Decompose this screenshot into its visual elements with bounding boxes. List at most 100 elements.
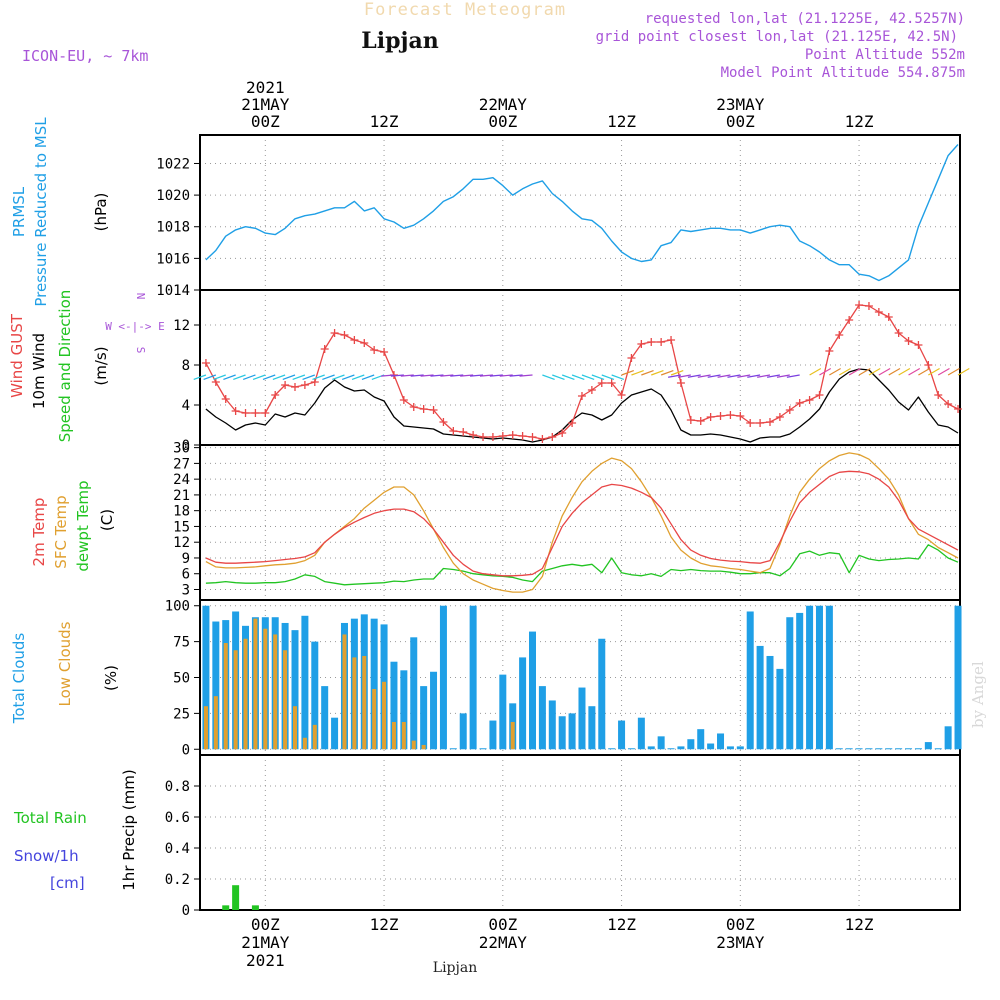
wind-direction-arrow bbox=[470, 374, 484, 377]
wind-direction-arrow bbox=[252, 374, 266, 381]
wind-direction-arrow bbox=[561, 374, 575, 381]
low-cloud-bar bbox=[411, 740, 416, 750]
gust-marker bbox=[528, 433, 537, 441]
low-cloud-bar bbox=[203, 706, 208, 750]
gust-marker bbox=[498, 432, 507, 440]
total-cloud-bar bbox=[825, 605, 833, 750]
wind-direction-arrow bbox=[957, 367, 970, 376]
wind-direction-arrow bbox=[757, 374, 771, 378]
gust-marker bbox=[657, 338, 666, 346]
wind-direction-arrow bbox=[332, 374, 345, 381]
wind-direction-arrow bbox=[509, 374, 523, 377]
gust-marker bbox=[360, 339, 369, 347]
wind-direction-arrow bbox=[611, 374, 625, 381]
total-cloud-bar bbox=[370, 618, 378, 750]
gust-marker bbox=[746, 419, 755, 427]
gust-marker bbox=[676, 379, 685, 387]
gust-marker bbox=[706, 413, 715, 421]
total-cloud-bar bbox=[865, 748, 873, 750]
wind-direction-arrow bbox=[651, 369, 664, 376]
wind-direction-arrow bbox=[242, 374, 256, 381]
total-cloud-bar bbox=[400, 670, 408, 750]
gust-marker bbox=[577, 392, 586, 400]
wind-direction-arrow bbox=[282, 374, 296, 381]
y-tick-label: 24 bbox=[173, 472, 190, 488]
rain-bar bbox=[251, 905, 259, 910]
point-altitude: Point Altitude 552m bbox=[805, 47, 965, 63]
total-cloud-bar bbox=[944, 726, 952, 750]
low-cloud-bar bbox=[391, 721, 396, 750]
total-cloud-bar bbox=[529, 631, 536, 750]
total-cloud-bar bbox=[855, 748, 863, 750]
rain-bar bbox=[232, 885, 240, 910]
y-label-prmsl: PRMSL bbox=[10, 186, 28, 237]
gust-marker bbox=[370, 346, 379, 354]
gust-marker bbox=[686, 416, 695, 424]
clouds-panel: 0 25 50 75 100 Total Clouds Low Clouds (%) bbox=[10, 599, 962, 758]
total-cloud-bar bbox=[331, 717, 339, 750]
wind-direction-arrow bbox=[717, 374, 731, 378]
gust-marker bbox=[775, 413, 784, 421]
gust-marker bbox=[221, 395, 230, 403]
wind-direction-arrow bbox=[460, 374, 474, 377]
total-cloud-bar bbox=[301, 615, 309, 750]
total-cloud-bar bbox=[815, 605, 823, 750]
total-cloud-bar bbox=[845, 748, 853, 750]
gust-marker bbox=[587, 386, 596, 394]
gust-marker bbox=[884, 313, 893, 321]
y-tick-label: 1018 bbox=[156, 220, 190, 236]
total-cloud-bar bbox=[420, 686, 428, 750]
total-cloud-bar bbox=[717, 733, 725, 750]
total-cloud-bar bbox=[439, 605, 447, 750]
total-cloud-bar bbox=[835, 748, 843, 750]
total-cloud-bar bbox=[291, 630, 299, 750]
wind-direction-arrow bbox=[591, 374, 605, 381]
y-tick-label: 25 bbox=[173, 706, 190, 722]
total-cloud-bar bbox=[756, 645, 764, 750]
wind-direction-arrow bbox=[670, 369, 684, 376]
footer-station: Lipjan bbox=[433, 960, 477, 976]
total-cloud-bar bbox=[459, 713, 467, 750]
wind-direction-arrow bbox=[450, 374, 464, 377]
total-cloud-bar bbox=[914, 748, 922, 750]
total-cloud-bar bbox=[796, 612, 804, 750]
wind-panel: 0 4 8 12 Wind GUST 10m Wind Speed and Directio… bbox=[8, 289, 970, 454]
total-cloud-bar bbox=[499, 674, 507, 750]
gust-marker bbox=[894, 329, 903, 337]
y-tick-label: 8 bbox=[182, 358, 190, 374]
gust-marker bbox=[399, 396, 408, 404]
total-cloud-bar bbox=[905, 748, 913, 750]
wind-direction-arrow bbox=[707, 374, 721, 378]
wind-direction-arrow bbox=[292, 374, 306, 381]
bottom-time-label: 00Z bbox=[488, 915, 517, 934]
wind-direction-arrow bbox=[641, 369, 654, 376]
gust-marker bbox=[805, 396, 814, 404]
top-time-label: 21MAY bbox=[241, 95, 290, 114]
total-cloud-bar bbox=[954, 605, 962, 750]
top-time-label: 2021 bbox=[246, 78, 285, 97]
top-time-label: 22MAY bbox=[479, 95, 528, 114]
gust-marker bbox=[944, 400, 953, 408]
low-cloud-bar bbox=[421, 744, 426, 750]
total-cloud-bar bbox=[538, 686, 546, 750]
total-cloud-bar bbox=[548, 700, 556, 750]
y-label-c: (C) bbox=[98, 509, 116, 531]
wind-direction-arrow bbox=[552, 374, 565, 381]
wind-direction-arrow bbox=[727, 374, 741, 378]
label-total-rain: Total Rain bbox=[13, 809, 87, 827]
bottom-time-label: 12Z bbox=[607, 915, 636, 934]
total-cloud-bar bbox=[449, 748, 457, 750]
total-cloud-bar bbox=[578, 687, 586, 750]
gust-marker bbox=[568, 419, 577, 427]
gust-marker bbox=[954, 405, 963, 413]
wind-direction-arrow bbox=[947, 367, 960, 376]
low-cloud-bar bbox=[510, 721, 515, 750]
y-label-speed-direction: Speed and Direction bbox=[56, 290, 74, 443]
gust-marker bbox=[815, 391, 824, 399]
total-cloud-bar bbox=[430, 671, 438, 750]
y-tick-label: 12 bbox=[173, 535, 190, 551]
gust-marker bbox=[251, 409, 260, 417]
wind-direction-arrow bbox=[687, 374, 701, 378]
bottom-time-label: 23MAY bbox=[716, 933, 765, 952]
